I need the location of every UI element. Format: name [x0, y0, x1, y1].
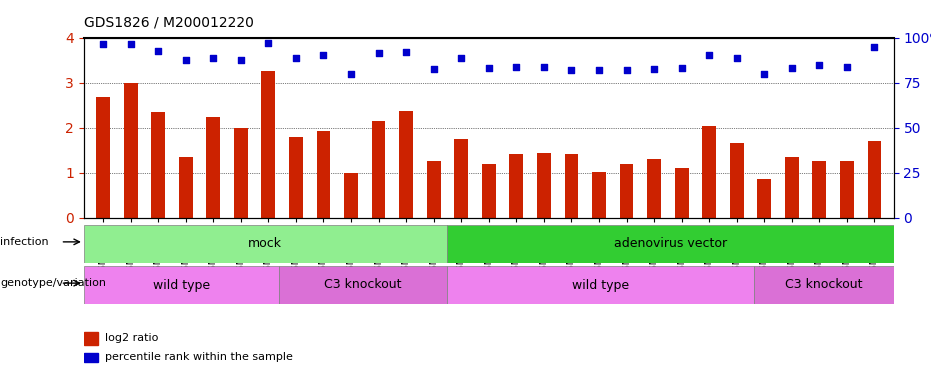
- Bar: [702, 126, 716, 218]
- Bar: [647, 159, 661, 218]
- Point: [206, 55, 221, 61]
- Text: percentile rank within the sample: percentile rank within the sample: [104, 352, 292, 362]
- Text: GDS1826 / M200012220: GDS1826 / M200012220: [84, 15, 253, 29]
- Point: [316, 52, 331, 58]
- Point: [867, 44, 882, 50]
- Point: [812, 62, 827, 68]
- Bar: [399, 111, 413, 218]
- Bar: [234, 128, 248, 218]
- Bar: [207, 117, 220, 218]
- Text: mock: mock: [249, 237, 282, 250]
- FancyBboxPatch shape: [84, 225, 447, 262]
- Point: [344, 70, 358, 76]
- FancyBboxPatch shape: [754, 266, 894, 304]
- Text: C3 knockout: C3 knockout: [785, 279, 863, 291]
- Point: [453, 55, 468, 61]
- Point: [481, 65, 496, 71]
- Point: [234, 57, 249, 63]
- Point: [289, 55, 304, 61]
- Bar: [509, 154, 523, 218]
- Point: [509, 64, 524, 70]
- Text: adenovirus vector: adenovirus vector: [614, 237, 727, 250]
- Bar: [426, 161, 440, 218]
- Bar: [730, 143, 744, 218]
- Bar: [675, 168, 689, 217]
- Point: [261, 40, 276, 46]
- Bar: [868, 141, 882, 218]
- Point: [426, 66, 441, 72]
- Point: [785, 64, 800, 70]
- Bar: [537, 153, 551, 218]
- Text: infection: infection: [0, 237, 48, 247]
- Bar: [289, 137, 303, 218]
- Bar: [344, 172, 358, 217]
- FancyBboxPatch shape: [447, 225, 894, 262]
- Bar: [151, 112, 165, 218]
- Point: [536, 64, 551, 70]
- Bar: [262, 71, 276, 217]
- Bar: [592, 172, 606, 217]
- Point: [151, 48, 166, 54]
- Bar: [840, 161, 854, 218]
- Point: [96, 41, 111, 47]
- Bar: [179, 157, 193, 218]
- Bar: [84, 332, 98, 345]
- Text: wild type: wild type: [572, 279, 629, 291]
- FancyBboxPatch shape: [84, 266, 279, 304]
- Text: C3 knockout: C3 knockout: [324, 279, 402, 291]
- Point: [564, 67, 579, 73]
- Text: genotype/variation: genotype/variation: [0, 278, 106, 288]
- Point: [647, 66, 662, 72]
- Bar: [317, 131, 331, 218]
- Point: [123, 41, 138, 47]
- Bar: [454, 139, 468, 218]
- Bar: [371, 121, 385, 218]
- Bar: [758, 179, 771, 218]
- Point: [371, 50, 386, 56]
- Bar: [813, 161, 827, 218]
- Point: [757, 71, 772, 77]
- FancyBboxPatch shape: [447, 266, 754, 304]
- Bar: [564, 154, 578, 218]
- Bar: [84, 352, 98, 362]
- Point: [619, 67, 634, 73]
- Point: [840, 64, 855, 70]
- Text: log2 ratio: log2 ratio: [104, 333, 158, 344]
- Point: [398, 49, 413, 55]
- FancyBboxPatch shape: [279, 266, 447, 304]
- Bar: [785, 157, 799, 218]
- Point: [729, 55, 744, 61]
- Text: wild type: wild type: [153, 279, 210, 291]
- Bar: [482, 164, 495, 218]
- Bar: [124, 82, 138, 218]
- Point: [178, 57, 193, 63]
- Point: [674, 65, 689, 71]
- Point: [702, 52, 717, 58]
- Bar: [620, 164, 633, 218]
- Bar: [96, 97, 110, 218]
- Point: [591, 67, 606, 73]
